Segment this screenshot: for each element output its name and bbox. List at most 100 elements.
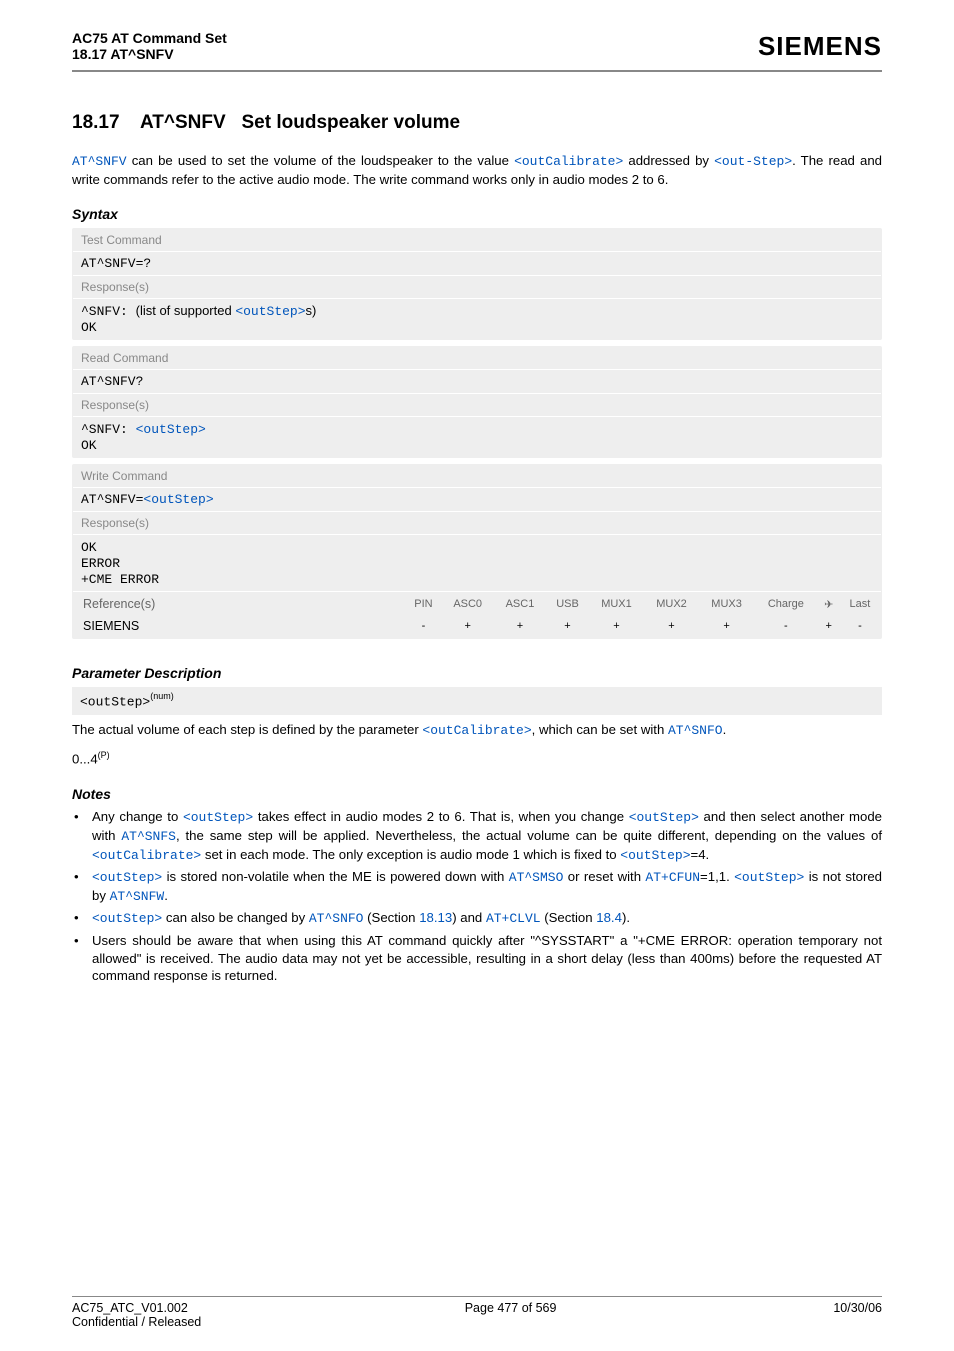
read-resp: ^SNFV: <outStep> OK [73, 416, 881, 457]
notes-list: Any change to <outStep> takes effect in … [72, 808, 882, 985]
param-link1[interactable]: <outCalibrate> [422, 723, 531, 738]
col-asc0: ASC0 [443, 594, 493, 614]
param-sup: (num) [150, 691, 174, 701]
read-resp-prefix: ^SNFV: [81, 422, 136, 437]
link-outstep[interactable]: <out-Step> [714, 154, 792, 169]
note-text: =1,1. [700, 869, 734, 884]
note-link[interactable]: AT^SMSO [509, 870, 564, 885]
val-mux2: + [645, 616, 698, 636]
notes-label: Notes [72, 786, 882, 802]
intro-paragraph: AT^SNFV can be used to set the volume of… [72, 152, 882, 188]
ref-table: Reference(s) PIN ASC0 ASC1 USB MUX1 MUX2… [73, 592, 881, 638]
param-text: The actual volume of each step is define… [72, 721, 882, 769]
write-ok: OK [81, 540, 97, 555]
ref-vendor: SIEMENS [75, 616, 404, 636]
note-link[interactable]: <outStep> [734, 870, 804, 885]
write-cmd: AT^SNFV=<outStep> [73, 487, 881, 511]
footer-left: AC75_ATC_V01.002 [72, 1301, 188, 1315]
note-text: set in each mode. The only exception is … [201, 847, 620, 862]
note-link[interactable]: AT+CFUN [645, 870, 700, 885]
test-resp-prefix: ^SNFV: [81, 304, 136, 319]
val-usb: + [547, 616, 588, 636]
note-link[interactable]: <outCalibrate> [92, 848, 201, 863]
val-asc1: + [495, 616, 545, 636]
note-link[interactable]: <outStep> [620, 848, 690, 863]
intro-t2: addressed by [623, 153, 714, 168]
param-link2[interactable]: AT^SNFO [668, 723, 723, 738]
note-item: Any change to <outStep> takes effect in … [72, 808, 882, 864]
note-item: Users should be aware that when using th… [72, 932, 882, 985]
note-link[interactable]: AT^SNFO [309, 911, 364, 926]
read-ok: OK [81, 438, 97, 453]
param-desc-label: Parameter Description [72, 665, 882, 681]
footer-right: 10/30/06 [833, 1301, 882, 1315]
note-link[interactable]: <outStep> [183, 810, 253, 825]
section-title-text: Set loudspeaker volume [242, 112, 461, 133]
syntax-test-block: Test Command AT^SNFV=? Response(s) ^SNFV… [72, 228, 882, 340]
section-number: 18.17 [72, 112, 120, 133]
col-charge: Charge [755, 594, 817, 614]
val-pin: - [406, 616, 440, 636]
section-cmd: AT^SNFV [140, 112, 226, 133]
test-cmd: AT^SNFV=? [73, 251, 881, 275]
note-link[interactable]: <outStep> [92, 911, 162, 926]
note-link[interactable]: <outStep> [92, 870, 162, 885]
val-airplane: + [819, 616, 839, 636]
note-text: is stored non-volatile when the ME is po… [162, 869, 509, 884]
write-cmd-prefix: AT^SNFV= [81, 492, 143, 507]
test-resp: ^SNFV: (list of supported <outStep>s) OK [73, 298, 881, 339]
brand-logo: SIEMENS [758, 31, 882, 62]
note-text: can also be changed by [162, 910, 309, 925]
test-cmd-label: Test Command [73, 229, 881, 251]
col-mux3: MUX3 [700, 594, 753, 614]
param-box: <outStep>(num) [72, 687, 882, 714]
note-link[interactable]: AT^SNFW [110, 889, 165, 904]
write-resp-label: Response(s) [73, 511, 881, 534]
note-item: <outStep> can also be changed by AT^SNFO… [72, 909, 882, 928]
syntax-write-block: Write Command AT^SNFV=<outStep> Response… [72, 464, 882, 639]
note-text: . [164, 888, 168, 903]
param-t2: , which can be set with [532, 722, 668, 737]
link-atsnfv[interactable]: AT^SNFV [72, 154, 127, 169]
test-resp-link[interactable]: <outStep> [235, 304, 305, 319]
param-name: <outStep> [80, 695, 150, 710]
write-cmd-label: Write Command [73, 465, 881, 487]
write-cmd-link[interactable]: <outStep> [143, 492, 213, 507]
note-text: (Section [363, 910, 419, 925]
col-asc1: ASC1 [495, 594, 545, 614]
read-resp-label: Response(s) [73, 393, 881, 416]
note-text: Users should be aware that when using th… [92, 933, 882, 984]
col-airplane-icon: ✈ [819, 594, 839, 614]
param-t3: . [723, 722, 727, 737]
header-rule [72, 70, 882, 72]
val-charge: - [755, 616, 817, 636]
note-link[interactable]: <outStep> [629, 810, 699, 825]
param-t1: The actual volume of each step is define… [72, 722, 422, 737]
param-range: 0...4 [72, 752, 98, 767]
col-mux1: MUX1 [590, 594, 643, 614]
footer-left2: Confidential / Released [72, 1315, 882, 1329]
note-item: <outStep> is stored non-volatile when th… [72, 868, 882, 905]
write-resp: OK ERROR +CME ERROR [73, 534, 881, 591]
ref-label: Reference(s) [75, 594, 404, 614]
footer-center: Page 477 of 569 [465, 1301, 557, 1315]
note-section-link[interactable]: 18.13 [419, 910, 452, 925]
note-text: (Section [541, 910, 597, 925]
read-cmd: AT^SNFV? [73, 369, 881, 393]
note-text: , the same step will be applied. Neverth… [176, 828, 882, 843]
test-ok: OK [81, 320, 97, 335]
note-text: Any change to [92, 809, 183, 824]
val-mux1: + [590, 616, 643, 636]
read-resp-link[interactable]: <outStep> [136, 422, 206, 437]
ref-row: Reference(s) PIN ASC0 ASC1 USB MUX1 MUX2… [73, 591, 881, 638]
section-heading: 18.17 AT^SNFV Set loudspeaker volume [72, 112, 882, 134]
col-pin: PIN [406, 594, 440, 614]
note-link[interactable]: AT^SNFS [121, 829, 176, 844]
col-usb: USB [547, 594, 588, 614]
note-link[interactable]: AT+CLVL [486, 911, 541, 926]
read-cmd-label: Read Command [73, 347, 881, 369]
note-section-link[interactable]: 18.4 [596, 910, 622, 925]
test-resp-text: (list of supported [136, 303, 236, 318]
link-outcalibrate[interactable]: <outCalibrate> [514, 154, 623, 169]
col-mux2: MUX2 [645, 594, 698, 614]
